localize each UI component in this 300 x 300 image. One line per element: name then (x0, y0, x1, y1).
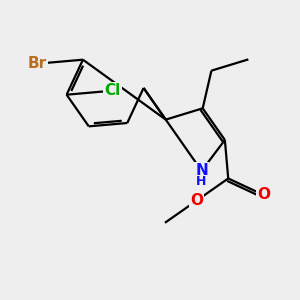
Text: H: H (196, 175, 207, 188)
Text: O: O (257, 187, 270, 202)
Text: Cl: Cl (105, 83, 121, 98)
Text: Br: Br (27, 56, 46, 71)
Text: N: N (195, 163, 208, 178)
Text: O: O (190, 193, 203, 208)
